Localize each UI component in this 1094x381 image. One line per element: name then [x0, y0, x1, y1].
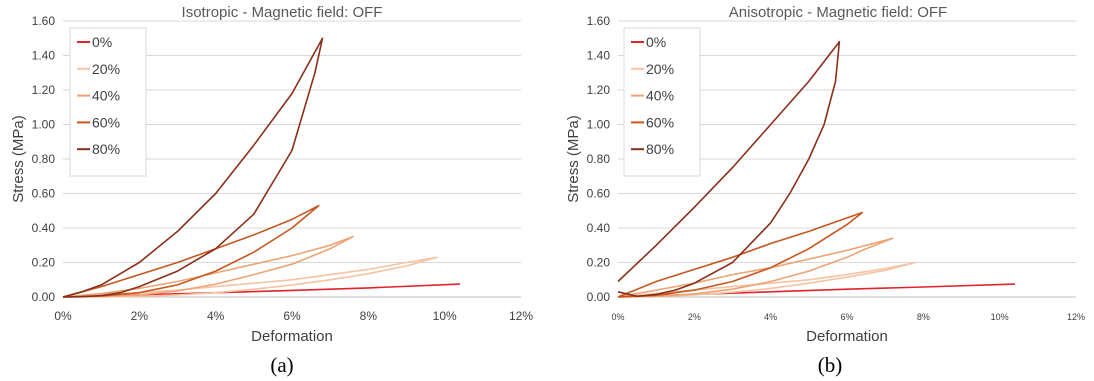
legend-label: 40% [92, 88, 120, 104]
figure-caption: (b) [818, 353, 843, 377]
series-line-60pct [617, 211, 864, 298]
x-tick-label: 10% [433, 309, 457, 323]
legend-label: 80% [646, 141, 674, 157]
y-tick-label: 1.20 [587, 83, 611, 97]
y-tick-label: 1.60 [32, 14, 56, 28]
x-tick-label: 8% [917, 312, 930, 322]
legend-box [69, 27, 147, 177]
series-line-40pct [62, 235, 354, 298]
x-tick-label: 12% [509, 309, 533, 323]
legend-label: 0% [92, 34, 112, 50]
y-tick-label: 1.40 [32, 49, 56, 63]
legend-label: 80% [92, 141, 120, 157]
series-lines [62, 37, 460, 298]
legend-label: 60% [646, 114, 674, 130]
legend-label: 40% [646, 88, 674, 104]
y-tick-label: 0.80 [32, 152, 56, 166]
y-tick-label: 1.20 [32, 83, 56, 97]
series-line-20pct [617, 261, 917, 298]
series-line-40pct [617, 237, 894, 298]
y-tick-label: 0.20 [587, 256, 611, 270]
y-tick-label: 0.00 [587, 290, 611, 304]
series-lines [617, 40, 1015, 298]
x-tick-label: 6% [283, 309, 301, 323]
legend: 0% 20% 40% 60% 80% [69, 27, 147, 177]
x-tick-label: 2% [131, 309, 149, 323]
y-tick-label: 0.80 [587, 152, 611, 166]
x-tick-label: 12% [1067, 312, 1085, 322]
figure-caption: (a) [270, 353, 293, 377]
x-tick-label: 8% [360, 309, 378, 323]
x-tick-label: 4% [764, 312, 777, 322]
y-tick-label: 0.40 [587, 221, 611, 235]
y-tick-label: 1.00 [32, 118, 56, 132]
axes: 0.00 0.20 0.40 0.60 0.80 1.00 1.20 1.40 1.60 0% 2%… [587, 14, 1085, 322]
y-tick-label: 1.00 [587, 118, 611, 132]
x-tick-label: 2% [688, 312, 701, 322]
y-tick-label: 0.60 [32, 187, 56, 201]
chart-title: Isotropic - Magnetic field: OFF [182, 4, 383, 21]
series-line-60pct [62, 204, 320, 298]
y-tick-label: 1.40 [587, 49, 611, 63]
legend-label: 20% [92, 61, 120, 77]
legend-box [623, 27, 701, 177]
x-tick-label: 0% [611, 312, 624, 322]
series-line-80pct [617, 40, 841, 298]
y-axis-title: Stress (MPa) [10, 115, 27, 203]
y-tick-label: 0.00 [32, 290, 56, 304]
axes: 0.00 0.20 0.40 0.60 0.80 1.00 1.20 1.40 1.60 0% 2%… [32, 14, 534, 323]
legend-label: 0% [646, 34, 666, 50]
x-axis-title: Deformation [806, 328, 888, 345]
legend-label: 60% [92, 114, 120, 130]
chart-panel-isotropic: 0.00 0.20 0.40 0.60 0.80 1.00 1.20 1.40 1.60 0% 2%… [10, 4, 533, 377]
y-tick-label: 0.20 [32, 256, 56, 270]
x-tick-label: 10% [991, 312, 1009, 322]
x-tick-label: 0% [54, 309, 72, 323]
y-tick-label: 0.40 [32, 221, 56, 235]
chart-title: Anisotropic - Magnetic field: OFF [729, 4, 947, 21]
x-tick-label: 6% [840, 312, 853, 322]
x-tick-label: 4% [207, 309, 225, 323]
x-axis-title: Deformation [251, 328, 333, 345]
y-tick-label: 1.60 [587, 14, 611, 28]
series-line-80pct [62, 37, 324, 298]
legend: 0% 20% 40% 60% 80% [623, 27, 701, 177]
y-axis-title: Stress (MPa) [565, 115, 582, 203]
legend-label: 20% [646, 61, 674, 77]
y-tick-label: 0.60 [587, 187, 611, 201]
chart-panel-anisotropic: 0.00 0.20 0.40 0.60 0.80 1.00 1.20 1.40 1.60 0% 2%… [565, 4, 1085, 377]
